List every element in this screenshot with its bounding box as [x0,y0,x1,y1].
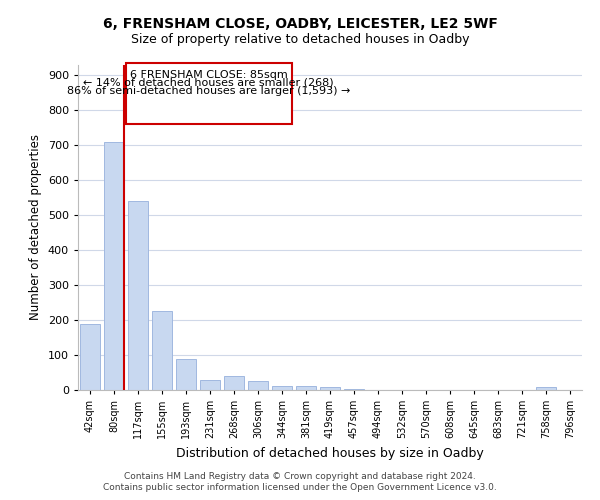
X-axis label: Distribution of detached houses by size in Oadby: Distribution of detached houses by size … [176,446,484,460]
Bar [80,324,100,390]
Text: 6, FRENSHAM CLOSE, OADBY, LEICESTER, LE2 5WF: 6, FRENSHAM CLOSE, OADBY, LEICESTER, LE2… [103,18,497,32]
Bar [128,202,148,390]
Bar [152,312,172,390]
Bar [176,358,196,390]
Bar [272,386,292,390]
Text: ← 14% of detached houses are smaller (268): ← 14% of detached houses are smaller (26… [83,78,334,88]
Bar [104,142,124,390]
Bar [200,380,220,390]
Bar [248,382,268,390]
Y-axis label: Number of detached properties: Number of detached properties [29,134,42,320]
Text: Size of property relative to detached houses in Oadby: Size of property relative to detached ho… [131,32,469,46]
Text: Contains HM Land Registry data © Crown copyright and database right 2024.
Contai: Contains HM Land Registry data © Crown c… [103,472,497,492]
Bar [536,387,556,390]
Bar [296,386,316,390]
Bar [344,389,364,390]
Bar [224,376,244,390]
FancyBboxPatch shape [125,64,292,124]
Bar [320,387,340,390]
Text: 86% of semi-detached houses are larger (1,593) →: 86% of semi-detached houses are larger (… [67,86,350,97]
Text: 6 FRENSHAM CLOSE: 85sqm: 6 FRENSHAM CLOSE: 85sqm [130,70,287,80]
